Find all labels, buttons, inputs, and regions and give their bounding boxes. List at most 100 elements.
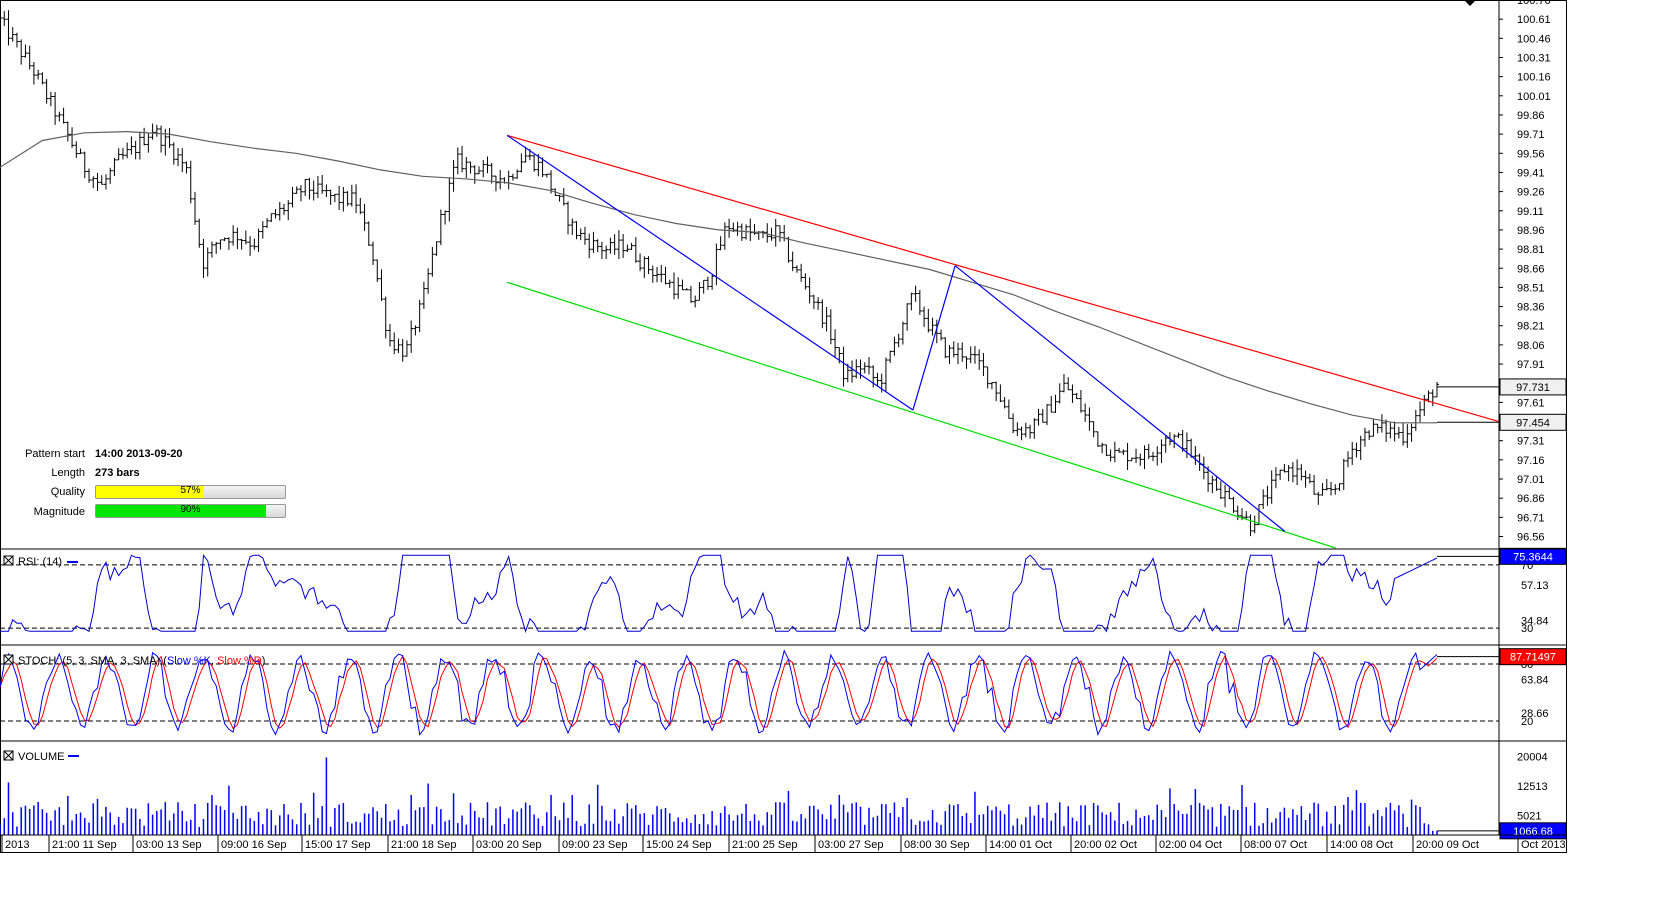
ohlc-bar bbox=[154, 124, 159, 137]
lower-support-line bbox=[506, 281, 1336, 549]
last-price-value: 97.731 bbox=[1516, 382, 1550, 394]
ohlc-bar bbox=[171, 142, 176, 165]
ohlc-bar bbox=[180, 148, 185, 173]
stoch-collapse-icon-x bbox=[3, 654, 14, 665]
magnitude-percent: 90% bbox=[180, 504, 201, 515]
ohlc-bar bbox=[1006, 399, 1011, 419]
ohlc-bar bbox=[578, 228, 583, 241]
ohlc-bar bbox=[566, 201, 571, 235]
ohlc-bar bbox=[87, 168, 92, 183]
moving-average-line bbox=[0, 130, 1437, 424]
ohlc-bar bbox=[909, 292, 914, 311]
ohlc-bar bbox=[1125, 442, 1130, 471]
ohlc-bar bbox=[934, 319, 939, 344]
time-tick-label: Oct 2013 bbox=[1521, 839, 1566, 851]
ohlc-bar bbox=[922, 306, 927, 327]
ohlc-bar bbox=[1320, 483, 1325, 496]
ohlc-bar bbox=[688, 285, 693, 303]
ohlc-bar bbox=[1307, 473, 1312, 484]
ohlc-bar bbox=[116, 148, 121, 161]
ohlc-bar bbox=[1036, 408, 1041, 426]
price-tick-label: 100.16 bbox=[1517, 72, 1551, 84]
ohlc-bar bbox=[214, 241, 219, 254]
ohlc-bar bbox=[337, 185, 342, 210]
ohlc-bar bbox=[27, 45, 32, 70]
ohlc-bar bbox=[57, 111, 62, 122]
ohlc-bar bbox=[667, 279, 672, 288]
ohlc-bar bbox=[883, 357, 888, 392]
ohlc-bar bbox=[544, 173, 549, 178]
length-value: 273 bars bbox=[95, 467, 140, 479]
ohlc-bar bbox=[1337, 483, 1342, 492]
quality-bar: 57% bbox=[95, 485, 286, 499]
ohlc-bar bbox=[1286, 465, 1291, 482]
ohlc-bar bbox=[282, 203, 287, 216]
swing-3-line bbox=[954, 265, 1286, 532]
ohlc-bar bbox=[947, 345, 952, 365]
ohlc-bar bbox=[1011, 413, 1016, 434]
price-tick-label: 98.36 bbox=[1517, 302, 1545, 314]
ohlc-bar bbox=[765, 223, 770, 243]
price-tick-label: 97.16 bbox=[1517, 455, 1545, 467]
price-tick-label: 98.51 bbox=[1517, 282, 1545, 294]
ohlc-bar bbox=[570, 218, 575, 235]
pattern-info: Pattern start 14:00 2013-09-20 Length 27… bbox=[0, 446, 300, 526]
ohlc-bar bbox=[294, 186, 299, 194]
ohlc-bar bbox=[960, 342, 965, 362]
stoch-legend-d: Slow %D bbox=[217, 655, 262, 667]
ohlc-bar bbox=[850, 360, 855, 383]
stoch-title: STOCH: (5, 3, SMA, 3, SMA) (Slow %K, Slo… bbox=[18, 655, 265, 667]
rsi-title: RSI: (14) bbox=[18, 556, 62, 568]
ohlc-bar bbox=[1341, 458, 1346, 491]
ohlc-bar bbox=[608, 237, 613, 254]
ohlc-bar bbox=[1159, 439, 1164, 464]
ohlc-bar bbox=[1146, 443, 1151, 460]
ohlc-bar bbox=[209, 241, 214, 258]
ohlc-bar bbox=[1032, 418, 1037, 439]
ohlc-bar bbox=[1015, 422, 1020, 437]
ohlc-bar bbox=[387, 323, 392, 347]
ohlc-bar bbox=[1413, 409, 1418, 431]
ohlc-bar bbox=[137, 131, 142, 160]
ohlc-bar bbox=[133, 140, 138, 160]
ohlc-bar bbox=[1112, 441, 1117, 463]
ohlc-bar bbox=[1057, 383, 1062, 404]
ohlc-bar bbox=[455, 147, 460, 175]
ohlc-bar bbox=[705, 276, 710, 290]
ohlc-bar bbox=[1333, 484, 1338, 495]
ohlc-bar bbox=[671, 272, 676, 300]
price-tick-label: 100.76 bbox=[1517, 0, 1551, 7]
ohlc-bar bbox=[1206, 466, 1211, 492]
ohlc-bar bbox=[862, 362, 867, 374]
ohlc-bar bbox=[413, 325, 418, 336]
ohlc-bar bbox=[769, 227, 774, 241]
ohlc-bar bbox=[845, 363, 850, 383]
ohlc-bar bbox=[633, 237, 638, 263]
price-tick-label: 97.61 bbox=[1517, 397, 1545, 409]
ohlc-bar bbox=[1388, 422, 1393, 439]
ma-price-box bbox=[1499, 413, 1567, 431]
ohlc-bar bbox=[642, 256, 647, 278]
ohlc-bar bbox=[896, 333, 901, 348]
stoch-tick-label: 63.84 bbox=[1521, 674, 1549, 686]
time-tick-label: 03:00 20 Sep bbox=[476, 839, 541, 851]
ohlc-bar bbox=[493, 175, 498, 192]
ohlc-bar bbox=[392, 332, 397, 355]
ohlc-bar bbox=[1312, 474, 1317, 495]
stoch-value-box bbox=[1499, 648, 1567, 666]
ohlc-bar bbox=[1121, 449, 1126, 456]
ohlc-bar bbox=[349, 184, 354, 207]
ohlc-bar bbox=[1350, 441, 1355, 465]
time-tick-label: 20:00 09 Oct bbox=[1416, 839, 1479, 851]
ohlc-bar bbox=[811, 294, 816, 310]
ohlc-bar bbox=[994, 381, 999, 402]
ohlc-bar bbox=[701, 279, 706, 294]
ohlc-bar bbox=[1265, 485, 1270, 506]
price-tick-label: 96.71 bbox=[1517, 512, 1545, 524]
magnitude-label: Magnitude bbox=[33, 506, 85, 518]
ohlc-bar bbox=[82, 151, 87, 179]
ohlc-bar bbox=[1091, 421, 1096, 438]
ohlc-bar bbox=[599, 241, 604, 259]
ohlc-bar bbox=[0, 14, 2, 27]
